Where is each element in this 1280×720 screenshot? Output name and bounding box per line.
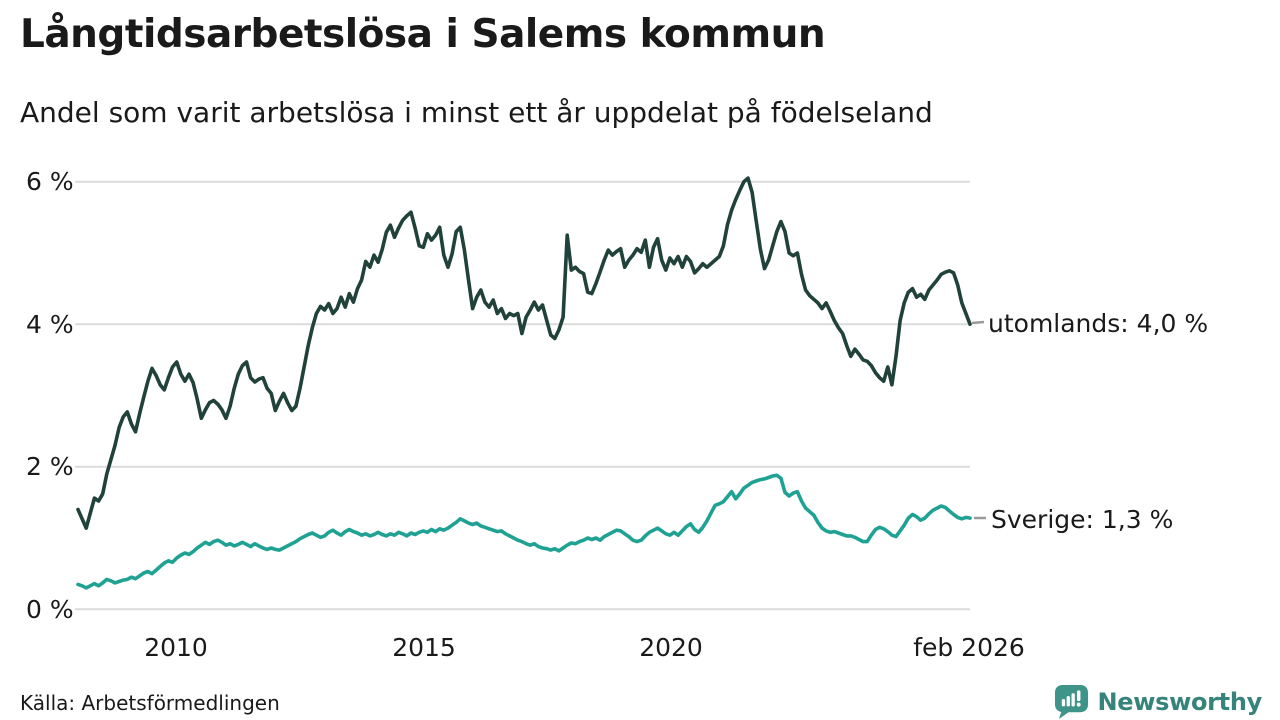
chart-subtitle: Andel som varit arbetslösa i minst ett å… [20,96,933,129]
series-line-utomlands [76,176,972,530]
y-axis-label-0: 0 % [26,595,74,624]
y-axis-label-6: 6 % [26,167,74,196]
x-axis-label-2015: 2015 [392,633,456,662]
y-axis-label-4: 4 % [26,310,74,339]
x-axis-label-feb-2026: feb 2026 [913,633,1025,662]
series-line-sverige [76,473,972,590]
exclamation-stem [1077,690,1081,702]
x-axis-label-2020: 2020 [639,633,703,662]
bar-short [1062,699,1066,707]
series-end-label-sverige: Sverige: 1,3 % [991,505,1174,534]
exclamation-dot [1077,702,1082,707]
series-end-label-utomlands: utomlands: 4,0 % [988,309,1209,338]
y-axis-label-2: 2 % [26,452,74,481]
newsworthy-logo: Newsworthy [1054,684,1262,720]
bar-tall [1071,693,1076,707]
x-axis-label-2010: 2010 [144,633,208,662]
brand-name: Newsworthy [1097,688,1262,716]
page-title: Långtidsarbetslösa i Salems kommun [20,12,826,57]
utomlands-label-tick [971,320,985,325]
source-note: Källa: Arbetsförmedlingen [20,691,280,715]
newsworthy-pin-icon [1055,684,1089,720]
bar-medium [1067,696,1071,707]
